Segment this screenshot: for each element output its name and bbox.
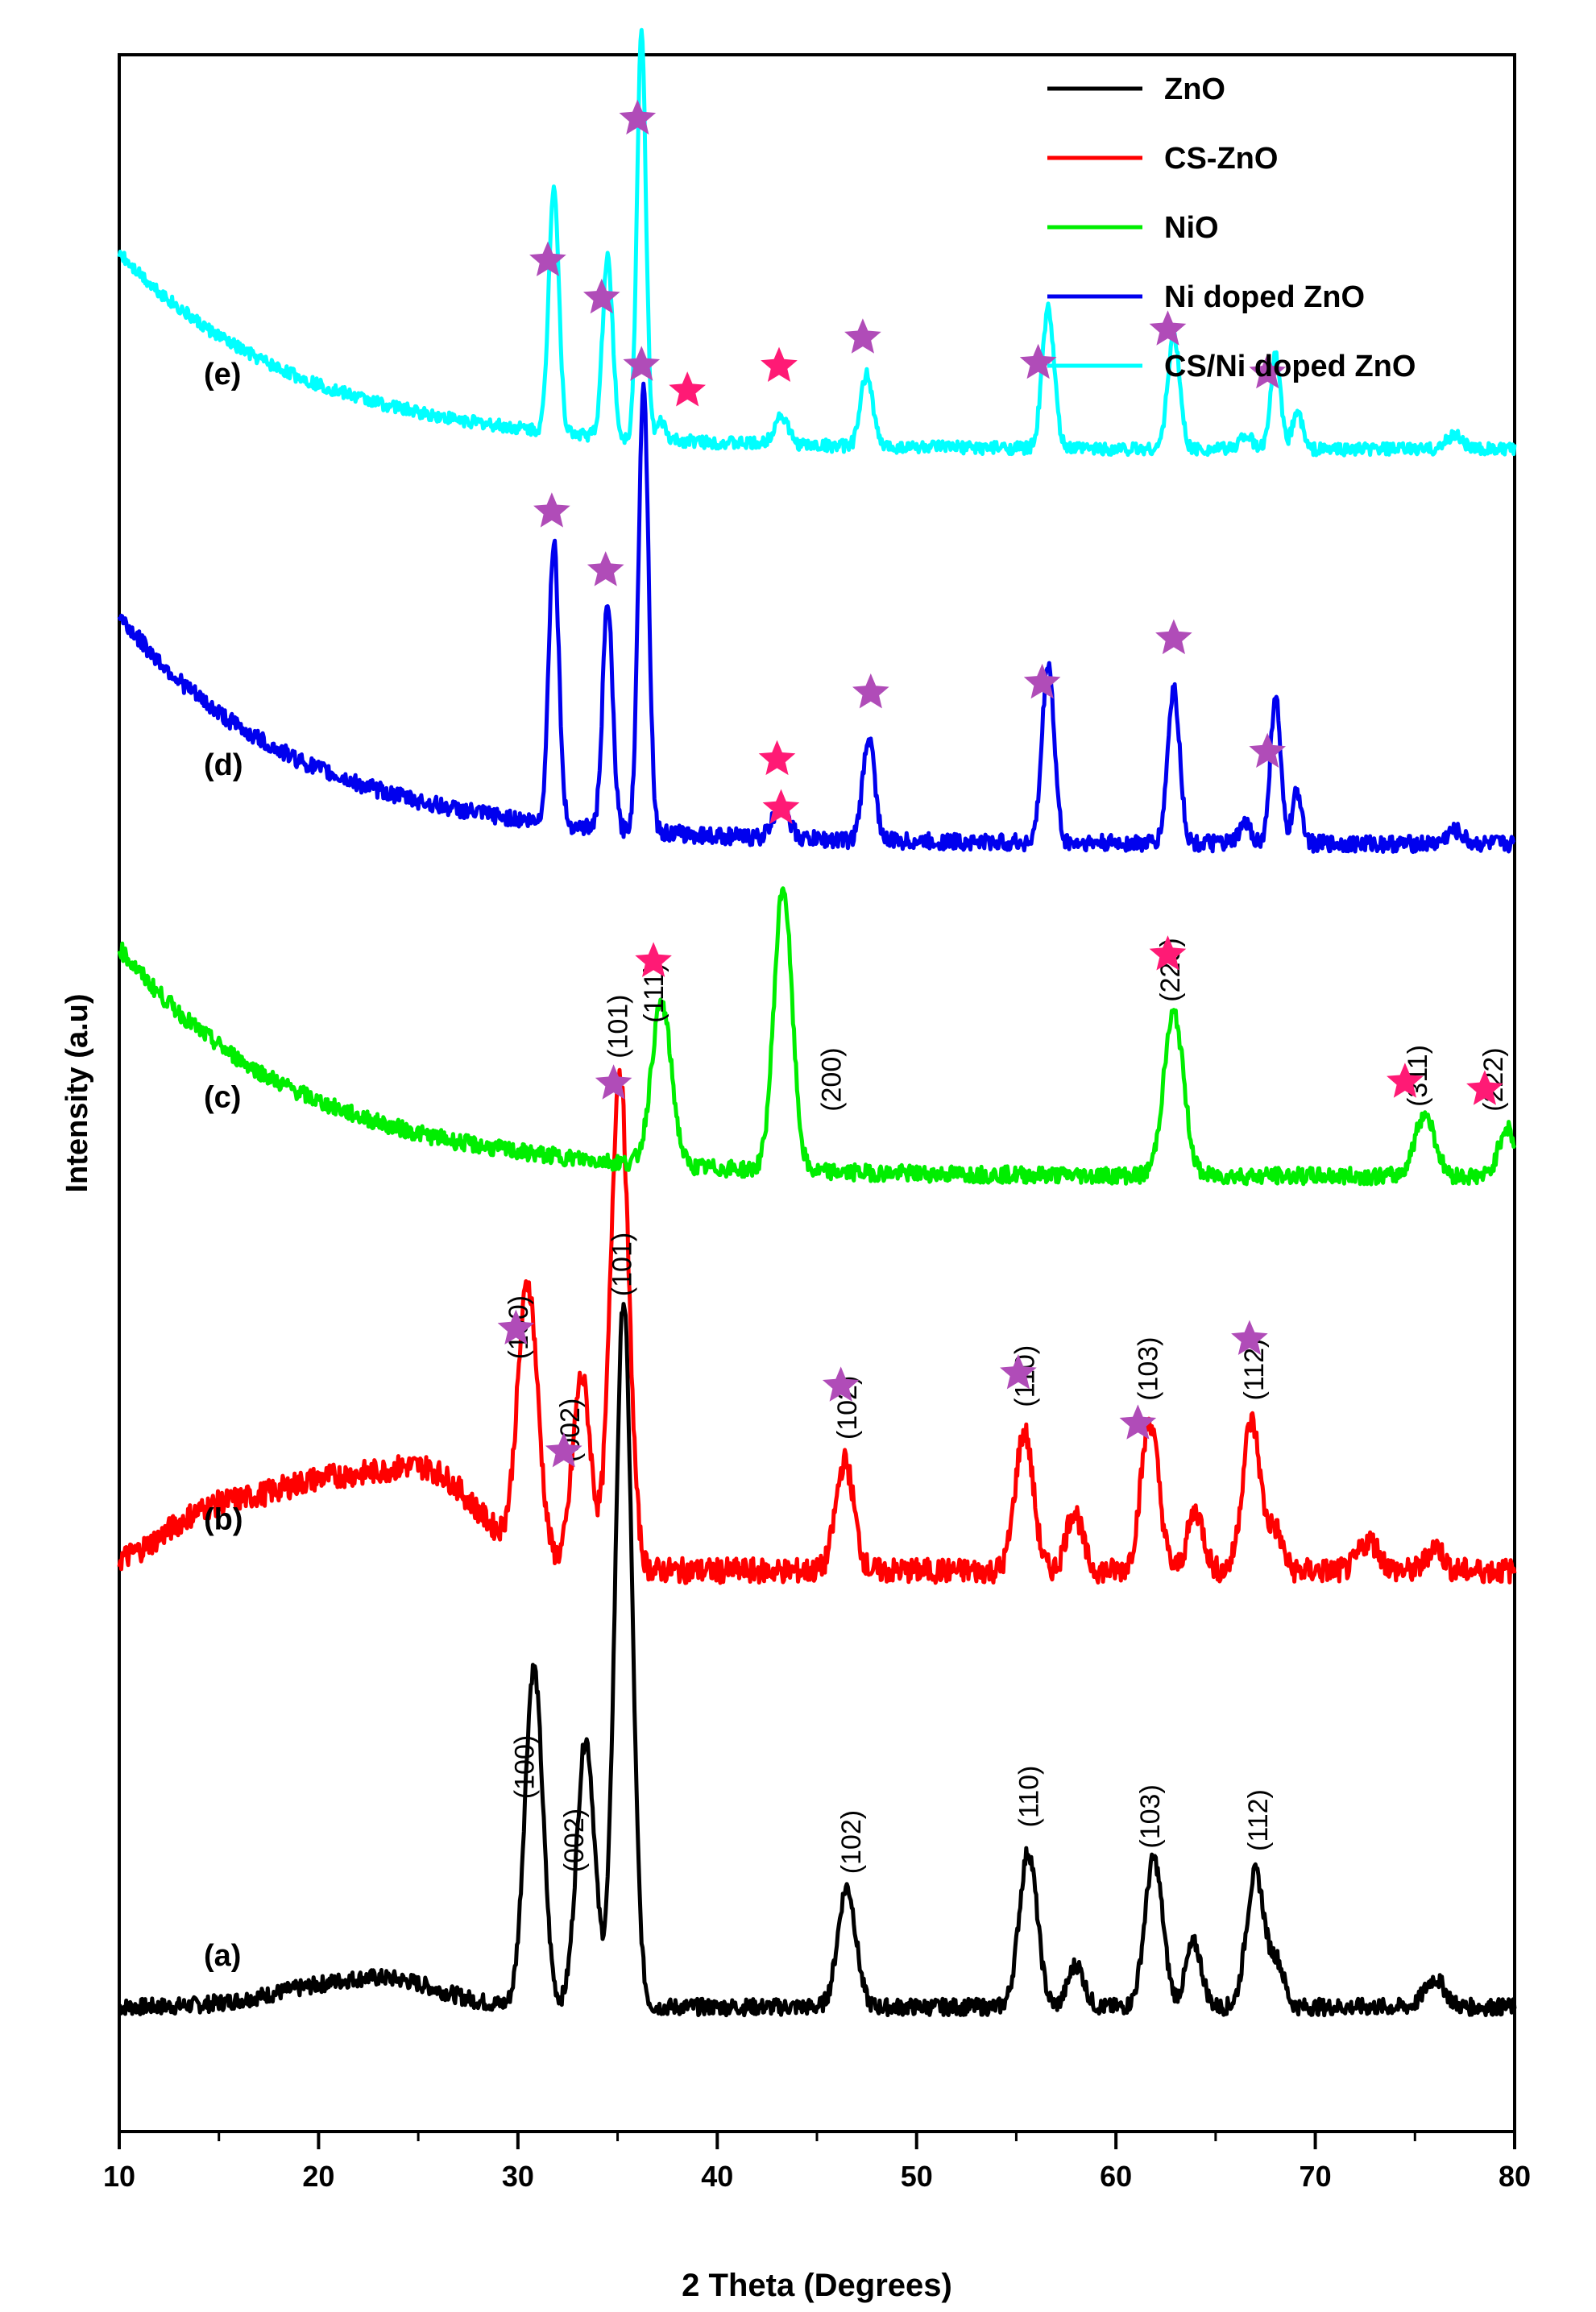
zno-peak-marker-icon xyxy=(822,1366,860,1402)
x-tick-label: 30 xyxy=(502,2160,534,2193)
zno-peak-marker-icon xyxy=(1119,1404,1157,1440)
nio-peak-marker-icon xyxy=(762,789,800,824)
legend-label: ZnO xyxy=(1164,73,1225,106)
nio-peak-marker-icon xyxy=(1149,935,1187,971)
zno-peak-marker-icon xyxy=(497,1309,535,1345)
series-tag: (a) xyxy=(204,1939,241,1973)
zno-peak-marker-icon xyxy=(1231,1320,1268,1355)
nio-peak-marker-icon xyxy=(669,371,706,407)
legend-label: CS-ZnO xyxy=(1164,142,1278,176)
zno-peak-marker-icon xyxy=(595,1064,632,1100)
zno-peak-marker-icon xyxy=(852,673,889,709)
zno-peak-marker-icon xyxy=(1000,1354,1037,1390)
series-tag: (e) xyxy=(204,358,241,392)
hkl-label: (200) xyxy=(816,1047,847,1111)
x-axis-title: 2 Theta (Degrees) xyxy=(682,2268,952,2303)
hkl-label: (103) xyxy=(1134,1337,1164,1401)
zno-peak-marker-icon xyxy=(533,492,570,528)
zno-peak-marker-icon xyxy=(1149,310,1187,346)
zno-peak-marker-icon xyxy=(1023,663,1061,699)
hkl-label: (103) xyxy=(1135,1784,1166,1848)
series-line-3 xyxy=(117,886,1517,1187)
hkl-label: (101) xyxy=(603,995,634,1059)
hkl-label: (110) xyxy=(1014,1766,1044,1828)
legend: ZnO CS-ZnO NiO Ni doped ZnO CS/Ni doped ZnO xyxy=(1047,73,1416,383)
hkl-label: (102) xyxy=(836,1810,867,1874)
nio-peak-marker-icon xyxy=(758,740,796,776)
nio-peak-marker-icon xyxy=(1466,1070,1503,1105)
x-tick-label: 70 xyxy=(1300,2160,1332,2193)
series-line-5 xyxy=(117,27,1517,458)
series-tag: (d) xyxy=(204,748,243,782)
x-tick-label: 80 xyxy=(1499,2160,1531,2193)
nio-peak-marker-icon xyxy=(635,942,672,977)
nio-peak-marker-icon xyxy=(761,346,798,382)
zno-peak-marker-icon xyxy=(587,551,624,586)
zno-peak-marker-icon xyxy=(545,1432,582,1468)
y-axis-title: Intensity (a.u) xyxy=(60,993,94,1192)
x-tick-label: 20 xyxy=(302,2160,334,2193)
series-tag: (b) xyxy=(204,1502,243,1536)
series-line-4 xyxy=(117,381,1516,854)
legend-label: NiO xyxy=(1164,211,1219,245)
x-tick-label: 50 xyxy=(901,2160,933,2193)
x-tick-label: 40 xyxy=(701,2160,733,2193)
x-axis: 10 20 30 40 50 60 70 80 xyxy=(103,2132,1531,2193)
legend-label: Ni doped ZnO xyxy=(1164,280,1365,314)
series-line-1 xyxy=(118,1302,1517,2018)
zno-peak-marker-icon xyxy=(583,278,620,314)
zno-peak-marker-icon xyxy=(529,241,566,276)
x-tick-label: 10 xyxy=(103,2160,135,2193)
hkl-label: (002) xyxy=(559,1809,590,1872)
series-layer xyxy=(117,27,1517,2018)
hkl-label: (101) xyxy=(607,1233,638,1296)
zno-peak-marker-icon xyxy=(1249,353,1286,389)
zno-peak-marker-icon xyxy=(844,318,881,354)
zno-peak-marker-icon xyxy=(619,99,657,135)
zno-peak-marker-icon xyxy=(1019,343,1057,379)
x-tick-label: 60 xyxy=(1100,2160,1132,2193)
zno-peak-marker-icon xyxy=(1249,732,1286,768)
annotation-layer: (a) (100) (002) (101) (102) (110) (103) (112) (b… xyxy=(204,99,1509,1973)
series-line-2 xyxy=(117,1067,1517,1585)
series-tag: (c) xyxy=(204,1081,241,1115)
zno-peak-marker-icon xyxy=(623,346,661,381)
legend-label: CS/Ni doped ZnO xyxy=(1164,350,1416,383)
hkl-label: (100) xyxy=(509,1735,540,1799)
hkl-label: (112) xyxy=(1243,1789,1274,1851)
nio-peak-marker-icon xyxy=(1387,1063,1424,1098)
zno-peak-marker-icon xyxy=(1155,619,1192,655)
